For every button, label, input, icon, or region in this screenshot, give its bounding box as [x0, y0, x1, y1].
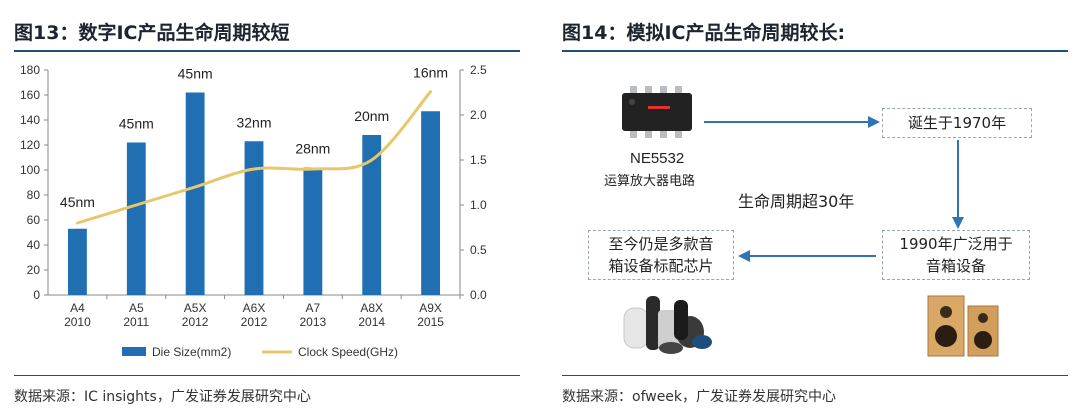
y-left-tick-label: 80	[27, 188, 41, 202]
chip-name: NE5532	[630, 150, 685, 167]
box-born-text: 诞生于1970年	[907, 114, 1007, 132]
figure-13-title: 图13：数字IC产品生命周期较短	[14, 22, 290, 44]
node-label: 16nm	[413, 65, 448, 81]
bars-layer	[68, 92, 440, 295]
x-tick-label: A5	[129, 301, 144, 315]
figure-13-source: 数据来源：IC insights，广发证券发展研究中心	[14, 389, 311, 405]
box-still-line-1: 至今仍是多款音	[608, 235, 714, 253]
y-left-tick-label: 120	[20, 138, 40, 152]
y-left-tick-label: 100	[20, 163, 40, 177]
y-right-tick-label: 0.0	[470, 288, 487, 302]
lifecycle-label: 生命周期超30年	[738, 192, 855, 211]
chart-axes: 0 20 40 60 80 100 120 140 160 180 0.0 0.5 1.0 1.5 2.0 2…	[20, 63, 487, 329]
x-tick-label-year: 2011	[123, 315, 149, 329]
box-used-1990: 1990年广泛用于 音箱设备	[882, 230, 1030, 280]
y-left-tick-label: 140	[20, 113, 40, 127]
title-rule	[14, 50, 520, 52]
figure-14-source: 数据来源：ofweek，广发证券发展研究中心	[562, 389, 837, 405]
legend-swatch-die-size	[122, 347, 146, 356]
x-tick-label-year: 2015	[417, 315, 444, 329]
y-right-tick-label: 2.5	[470, 63, 487, 77]
y-left-tick-label: 60	[27, 213, 41, 227]
clock-speed-line	[75, 90, 433, 225]
y-right-tick-label: 1.5	[470, 153, 487, 167]
x-tick-label-year: 2013	[300, 315, 327, 329]
bar	[303, 167, 323, 295]
node-label: 32nm	[236, 114, 271, 130]
node-label: 28nm	[295, 141, 330, 157]
x-tick-label-year: 2012	[241, 315, 268, 329]
ic-chip-icon	[622, 86, 692, 138]
x-tick-label: A4	[70, 301, 85, 315]
title-rule	[562, 50, 1068, 52]
node-label: 45nm	[60, 194, 95, 210]
bar	[68, 228, 87, 295]
y-left-tick-label: 180	[20, 63, 40, 77]
y-right-tick-label: 1.0	[470, 198, 487, 212]
box-born-1970: 诞生于1970年	[882, 108, 1032, 138]
chip-chart: 0 20 40 60 80 100 120 140 160 180 0.0 0.5 1.0 1.5 2.0 2…	[20, 63, 487, 359]
figure-14-title: 图14：模拟IC产品生命周期较长:	[562, 22, 846, 44]
left-panel: 图13：数字IC产品生命周期较短 0 20 40 60 80 100 120 140 160 18…	[0, 0, 530, 418]
chip-description: 运算放大器电路	[604, 174, 696, 189]
x-tick-label: A9X	[419, 301, 442, 315]
node-label: 45nm	[119, 116, 154, 132]
box-still-standard: 至今仍是多款音 箱设备标配芯片	[588, 230, 734, 280]
smart-speakers-image	[623, 296, 712, 354]
x-tick-label: A5X	[184, 301, 207, 315]
node-label: 45nm	[178, 66, 213, 82]
box-used-line-2: 音箱设备	[925, 257, 986, 275]
footer-rule	[562, 375, 1068, 376]
bar	[362, 135, 382, 295]
legend-label-die-size: Die Size(mm2)	[152, 345, 231, 359]
bar	[126, 142, 146, 295]
y-left-tick-label: 40	[27, 238, 41, 252]
x-tick-label-year: 2012	[182, 315, 209, 329]
box-still-line-2: 箱设备标配芯片	[608, 257, 714, 275]
y-left-tick-label: 160	[20, 88, 40, 102]
chart-legend: Die Size(mm2) Clock Speed(GHz)	[122, 345, 398, 359]
bar	[421, 111, 440, 295]
box-used-line-1: 1990年广泛用于	[899, 235, 1013, 253]
bar	[244, 141, 264, 295]
footer-rule	[14, 375, 520, 376]
x-tick-label: A7	[306, 301, 321, 315]
x-tick-label: A8X	[360, 301, 383, 315]
flow-arrows	[704, 116, 964, 262]
wooden-speakers-image	[927, 295, 999, 357]
bar	[185, 92, 205, 295]
legend-label-clock-speed: Clock Speed(GHz)	[298, 345, 398, 359]
y-right-tick-label: 0.5	[470, 243, 487, 257]
right-panel: 图14：模拟IC产品生命周期较长: NE5532 运算放大器电路 诞生于1970…	[548, 0, 1080, 418]
line-layer: 45nm 45nm 45nm 32nm 28nm 20nm 16nm	[60, 65, 448, 225]
y-right-tick-label: 2.0	[470, 108, 487, 122]
y-left-tick-label: 0	[33, 288, 40, 302]
x-tick-label-year: 2014	[358, 315, 385, 329]
x-tick-label-year: 2010	[64, 315, 91, 329]
x-tick-label: A6X	[243, 301, 266, 315]
y-left-tick-label: 20	[27, 263, 41, 277]
node-label: 20nm	[354, 108, 389, 124]
